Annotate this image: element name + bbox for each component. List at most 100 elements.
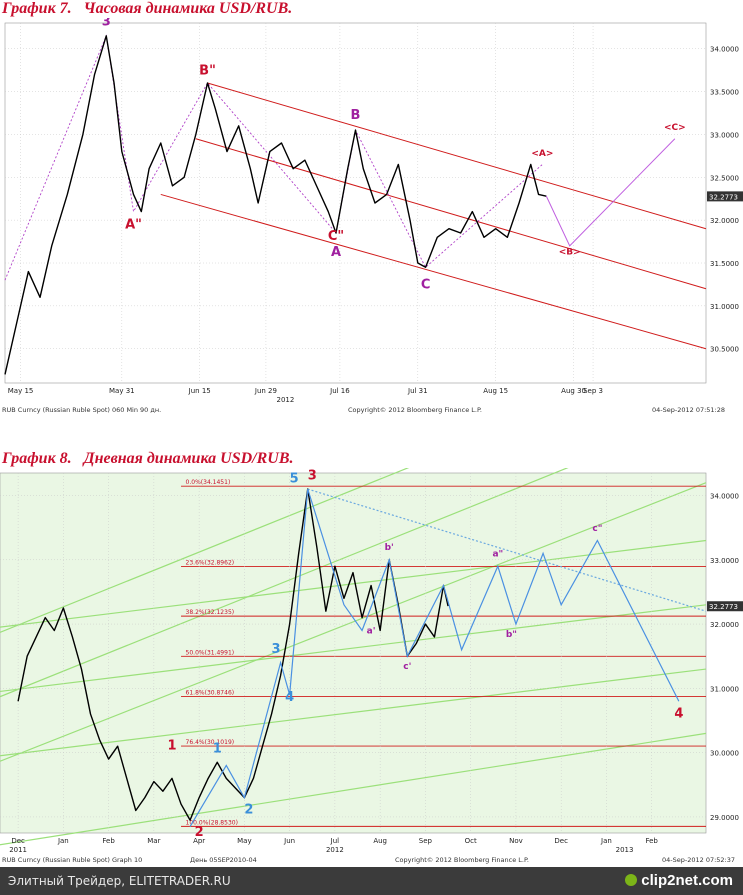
chart7-last-price-box (707, 191, 743, 202)
chart7-wave-label: B (351, 108, 361, 123)
chart8-footer: RUB Curncy (Russian Ruble Spot) Graph 10… (0, 854, 743, 866)
chart7-y-tick-label: 33.0000 (710, 131, 739, 139)
chart7-price-line (4, 35, 547, 375)
chart8-x-year-label: 2013 (616, 846, 634, 853)
chart8-wave-label: 1 (167, 738, 176, 753)
chart7-x-tick-label: May 31 (109, 387, 135, 395)
chart8-y-tick-label: 30.0000 (710, 750, 739, 758)
chart8-x-year-label: 2012 (326, 846, 344, 853)
chart8-x-tick-label: Mar (147, 837, 160, 845)
chart7-x-tick-label: Jun 29 (254, 387, 277, 395)
chart7-wave-label: C" (328, 229, 344, 244)
chart7-wave-label: A" (125, 218, 142, 233)
chart7-wave-label: C (421, 278, 431, 293)
chart7-wave-label: <A> (531, 149, 553, 159)
chart8-green-channel-line (0, 604, 707, 693)
chart8-wave-label: 1 (213, 742, 222, 757)
chart8-green-channel-line (0, 539, 707, 628)
chart8-y-tick-label: 32.0000 (710, 621, 739, 629)
chart7-wave-label: <C> (664, 123, 686, 133)
chart7-x-tick-label: Jul 16 (329, 387, 350, 395)
chart7-wave-label: B" (199, 63, 216, 78)
chart7-footer: RUB Curncy (Russian Ruble Spot) 060 Min … (0, 404, 743, 416)
chart8-x-tick-label: Dec (554, 837, 568, 845)
source-text: Элитный Трейдер, ELITETRADER.RU (8, 874, 231, 888)
chart8-fib-label: 0.0%(34.1451) (186, 479, 231, 486)
chart8-wave-label: a' (367, 627, 376, 637)
chart7-y-tick-label: 31.0000 (710, 303, 739, 311)
chart8-green-channel-line (0, 668, 707, 757)
chart7-x-tick-label: Jul 31 (407, 387, 428, 395)
chart8-wave-label: 2 (244, 803, 253, 818)
chart8-fib-label: 61.8%(30.8746) (186, 689, 235, 696)
chart8-y-tick-label: 29.0000 (710, 814, 739, 822)
chart8-fib-label: 100.0%(28.8530) (186, 819, 238, 826)
chart8-footer-center: Copyright© 2012 Bloomberg Finance L.P. (395, 856, 529, 864)
chart8-x-tick-label: Feb (645, 837, 658, 845)
chart7-x-tick-label: Jun 15 (188, 387, 211, 395)
chart8-x-tick-label: Nov (509, 837, 523, 845)
chart7-channel-line (207, 82, 707, 230)
clip2net-logo-text: clip2net.com (641, 872, 733, 889)
chart8-last-price-box (707, 601, 743, 612)
chart7-wave-label: A (331, 245, 341, 260)
chart7-y-tick-label: 32.5000 (710, 174, 739, 182)
chart8-plot-area (0, 472, 707, 834)
chart8-title: График 8. Дневная динамика USD/RUB. (2, 450, 294, 467)
chart8-trend-line (307, 488, 707, 612)
chart7-projection-line (545, 138, 676, 247)
chart8-y-tick-label: 34.0000 (710, 493, 739, 501)
chart8-x-tick-label: Apr (193, 837, 205, 845)
chart8-x-tick-label: Oct (465, 837, 477, 845)
chart7-wave-label: <B> (559, 247, 581, 257)
chart8-wave-label: 3 (308, 468, 317, 483)
clip2net-logo[interactable]: clip2net.com (625, 872, 733, 889)
chart7-x-tick-label: Aug 15 (483, 387, 508, 395)
chart8-x-tick-label: Feb (102, 837, 115, 845)
chart8: 34.0000 33.0000 32.0000 31.0000 30.0000 29.00… (0, 468, 743, 853)
chart7-y-tick-label: 34.0000 (710, 46, 739, 54)
chart7-x-tick-label: May 15 (8, 387, 34, 395)
chart8-x-tick-label: Jan (600, 837, 612, 845)
chart8-wave-label: a" (492, 550, 503, 560)
chart8-wave-label: b" (506, 630, 517, 640)
chart8-x-tick-label: Dec (11, 837, 25, 845)
chart8-x-year-label: 2011 (9, 846, 27, 853)
chart7-y-tick-label: 31.5000 (710, 260, 739, 268)
chart7-y-tick-label: 33.5000 (710, 89, 739, 97)
chart8-y-tick-label: 33.0000 (710, 557, 739, 565)
chart8-fib-label: 50.0%(31.4991) (186, 649, 235, 656)
chart8-footer-right: 04-Sep-2012 07:52:37 (662, 856, 736, 864)
chart7-channel-line (195, 138, 707, 290)
clip2net-logo-icon (625, 874, 638, 886)
chart8-x-tick-label: May (237, 837, 251, 845)
chart8-footer-mid: День 05SEP2010-04 (190, 856, 257, 864)
chart8-price-line (17, 488, 449, 821)
chart7-footer-right: 04-Sep-2012 07:51:28 (652, 406, 726, 414)
chart8-x-tick-label: Aug (373, 837, 387, 845)
chart8-green-channel-line (0, 482, 707, 762)
chart8-wave-label: 2 (195, 825, 204, 840)
chart7-plot-area (4, 22, 707, 384)
chart7-footer-center: Copyright© 2012 Bloomberg Finance L.P. (348, 406, 482, 414)
chart8-wave-label: c" (592, 524, 602, 534)
chart7-footer-left: RUB Curncy (Russian Ruble Spot) 060 Min … (2, 406, 162, 414)
chart8-green-channel-line (0, 732, 707, 846)
chart7-last-price-label: 32.2773 (709, 193, 738, 201)
chart7-y-tick-label: 32.0000 (710, 217, 739, 225)
chart8-wave-label: 5 (290, 472, 299, 487)
chart8-wave-label: 4 (285, 690, 294, 705)
chart8-x-tick-label: Sep (419, 837, 433, 845)
chart8-footer-left: RUB Curncy (Russian Ruble Spot) Graph 10 (2, 856, 143, 864)
chart8-fib-label: 76.4%(30.1019) (186, 739, 235, 746)
chart7-wave-label: 3 (102, 18, 111, 30)
chart8-fib-label: 38.2%(32.1235) (186, 609, 235, 616)
page-footer: Элитный Трейдер, ELITETRADER.RU clip2net… (0, 867, 743, 895)
chart8-y-tick-label: 31.0000 (710, 685, 739, 693)
chart8-wave-label: 3 (272, 642, 281, 657)
chart7-x-tick-label: Aug 30 (561, 387, 586, 395)
chart8-x-tick-label: Jul (330, 837, 340, 845)
chart8-x-tick-label: Jun (283, 837, 295, 845)
chart8-wave-label: b' (385, 543, 394, 553)
chart8-wave-label: 4 (674, 706, 683, 721)
